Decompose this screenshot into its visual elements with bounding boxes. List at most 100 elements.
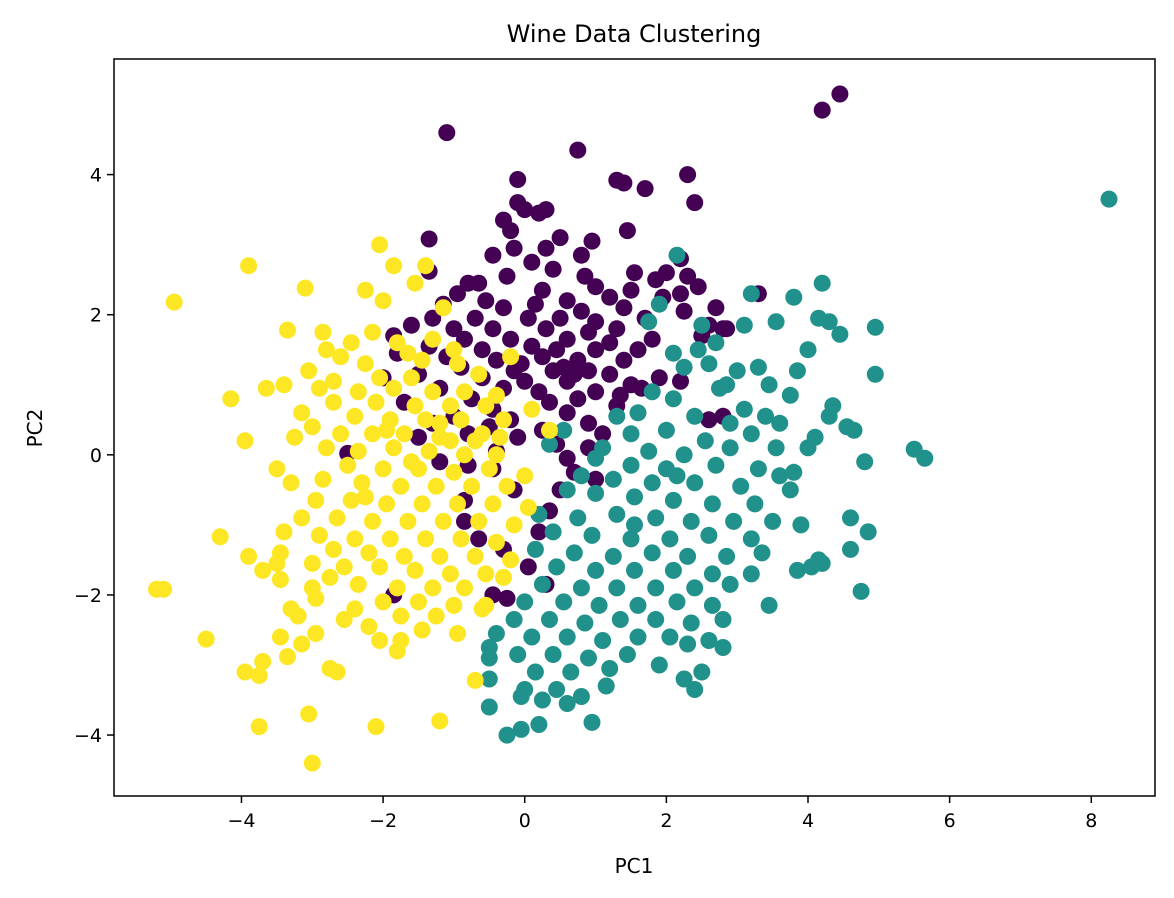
- data-point: [445, 320, 463, 338]
- data-point: [388, 334, 406, 352]
- data-point: [317, 439, 335, 457]
- data-point: [335, 611, 353, 628]
- data-point: [307, 491, 325, 509]
- data-point: [374, 593, 392, 611]
- data-point: [845, 421, 863, 439]
- data-point: [317, 341, 335, 359]
- data-point: [303, 554, 321, 572]
- data-point: [385, 439, 403, 457]
- data-point: [523, 253, 541, 271]
- data-point: [512, 720, 530, 738]
- data-point: [583, 232, 601, 250]
- y-tick-label: 2: [90, 305, 102, 327]
- plot-frame: [113, 58, 1156, 797]
- x-tick-label: −4: [227, 810, 255, 832]
- data-point: [664, 390, 682, 408]
- data-point: [626, 561, 643, 579]
- data-point: [293, 404, 311, 422]
- data-point: [842, 540, 859, 558]
- data-point: [696, 432, 714, 450]
- data-point: [364, 323, 381, 341]
- data-point: [721, 439, 739, 457]
- data-point: [587, 278, 605, 296]
- data-point: [413, 621, 431, 639]
- data-point: [721, 414, 739, 432]
- data-point: [303, 754, 321, 772]
- data-point: [441, 397, 459, 415]
- data-point: [441, 565, 459, 583]
- data-point: [480, 670, 498, 688]
- data-point: [643, 383, 661, 401]
- data-point: [516, 593, 534, 611]
- data-point: [509, 171, 527, 188]
- data-point: [668, 246, 686, 264]
- data-point: [364, 425, 381, 443]
- data-point: [332, 425, 350, 443]
- chart-title: Wine Data Clustering: [507, 20, 762, 48]
- data-point: [395, 547, 413, 565]
- data-point: [459, 274, 477, 292]
- data-point: [211, 528, 229, 546]
- data-point: [548, 341, 566, 359]
- data-point: [395, 425, 413, 443]
- data-point: [519, 309, 537, 327]
- data-point: [342, 491, 360, 509]
- data-point: [558, 330, 576, 348]
- data-point: [484, 246, 502, 264]
- data-point: [650, 656, 668, 674]
- data-point: [456, 383, 473, 401]
- data-point: [587, 449, 605, 467]
- data-point: [406, 561, 424, 579]
- data-point: [495, 411, 512, 429]
- data-point: [682, 614, 700, 632]
- data-point: [349, 442, 367, 460]
- data-point: [392, 607, 410, 625]
- data-point: [601, 660, 619, 677]
- data-point: [813, 101, 831, 119]
- y-tick-label: −2: [74, 585, 102, 607]
- data-point: [402, 453, 420, 471]
- data-point: [799, 341, 817, 359]
- x-tick-label: −2: [369, 810, 397, 832]
- data-point: [445, 463, 463, 481]
- data-point: [703, 565, 721, 583]
- data-point: [746, 495, 764, 513]
- data-point: [664, 491, 682, 509]
- data-point: [378, 495, 396, 513]
- data-point: [700, 411, 718, 429]
- data-point: [480, 460, 498, 478]
- data-point: [356, 281, 374, 299]
- data-point: [760, 596, 778, 614]
- data-point: [498, 589, 516, 607]
- data-point: [831, 325, 849, 343]
- data-point: [700, 632, 718, 649]
- data-point: [310, 379, 328, 397]
- data-point: [417, 411, 435, 429]
- data-point: [601, 365, 619, 383]
- data-point: [449, 625, 466, 642]
- data-point: [785, 288, 803, 306]
- data-point: [572, 467, 590, 485]
- data-point: [388, 579, 406, 597]
- data-point: [456, 512, 473, 530]
- data-point: [477, 292, 495, 310]
- data-point: [583, 526, 601, 544]
- data-point: [325, 372, 342, 390]
- data-point: [548, 681, 566, 698]
- data-point: [346, 600, 364, 618]
- data-point: [650, 295, 668, 313]
- data-point: [275, 523, 293, 541]
- y-tick-label: −4: [74, 725, 102, 747]
- data-point: [413, 495, 431, 513]
- data-point: [664, 344, 682, 362]
- data-point: [594, 632, 612, 649]
- data-point: [155, 580, 173, 598]
- data-point: [576, 614, 594, 632]
- data-point: [618, 222, 636, 240]
- data-point: [420, 230, 438, 248]
- data-point: [519, 498, 537, 516]
- data-point: [686, 474, 704, 492]
- data-point: [296, 279, 314, 297]
- data-point: [526, 663, 544, 681]
- data-point: [470, 530, 488, 548]
